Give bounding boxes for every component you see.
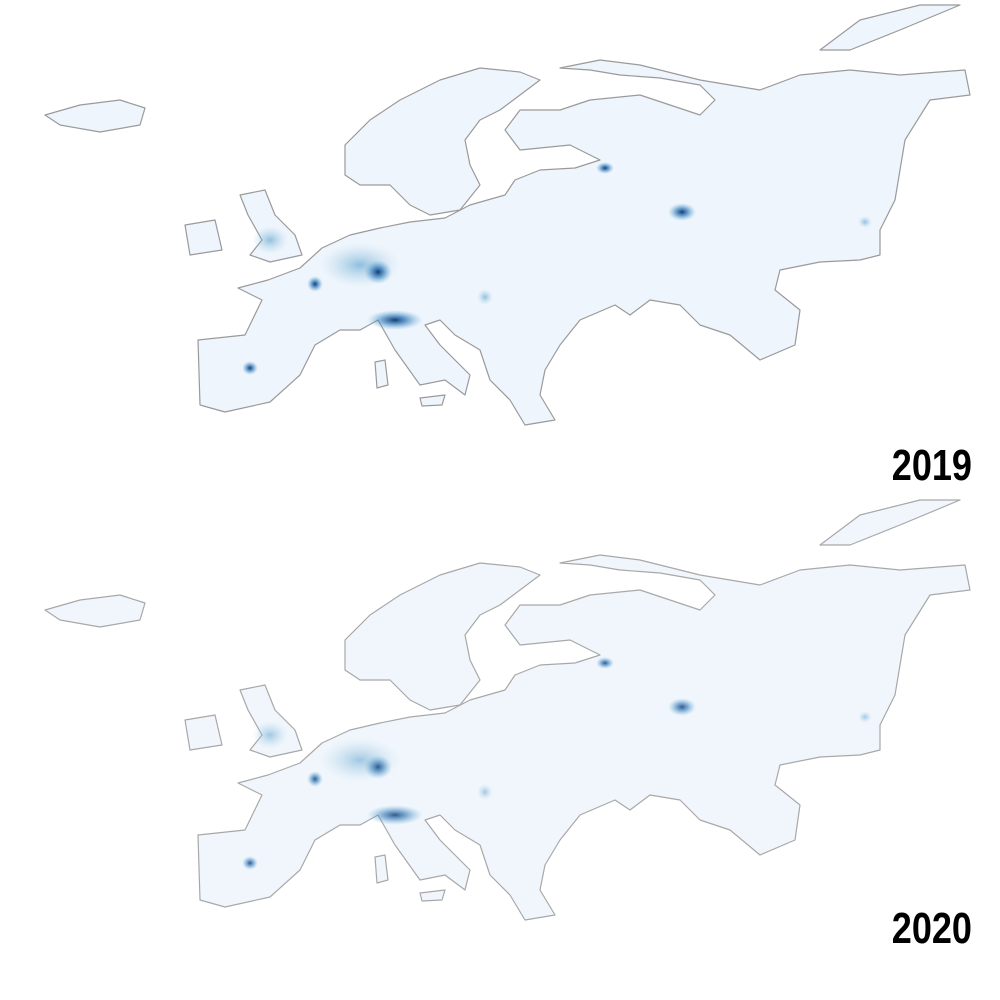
year-label: 2020	[892, 904, 972, 953]
europe-map	[44, 499, 971, 921]
map-2019: 2019	[44, 4, 972, 490]
year-label: 2019	[892, 441, 972, 490]
europe-map	[44, 4, 971, 426]
map-2020	[44, 499, 971, 921]
